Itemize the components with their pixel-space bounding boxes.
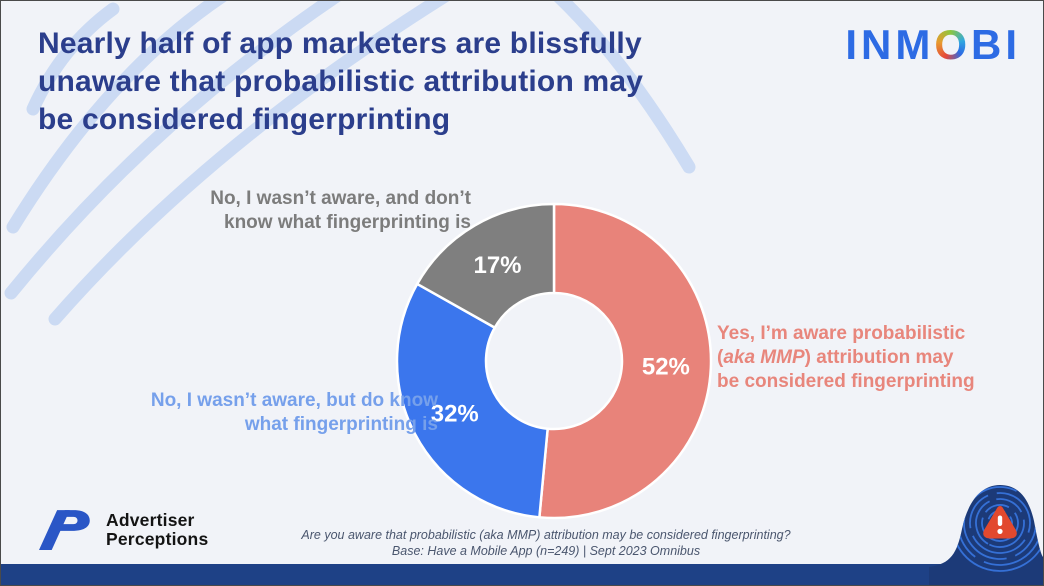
label-no-but-know: No, I wasn’t aware, but do know what fin…	[129, 389, 438, 436]
ap-name-line: Advertiser	[106, 509, 195, 530]
survey-question: Are you aware that probabilistic (aka MM…	[301, 528, 791, 542]
label-line: No, I wasn’t aware, but do know	[150, 390, 438, 411]
advertiser-perceptions-logo: Advertiser Perceptions	[39, 507, 208, 553]
title-line: be considered fingerprinting	[38, 103, 451, 136]
label-line: what fingerprinting is	[244, 413, 438, 435]
label-line: Yes, I’m aware probabilistic	[717, 323, 966, 344]
page-title: Nearly half of app marketers are blissfu…	[38, 25, 778, 139]
ap-logo-name: Advertiser Perceptions	[106, 509, 209, 550]
title-line: Nearly half of app marketers are blissfu…	[38, 27, 642, 60]
slice-value-no-but-know: 32%	[431, 400, 479, 427]
survey-base: Base: Have a Mobile App (n=249) | Sept 2…	[391, 543, 701, 558]
slice-value-no-dont-know: 17%	[473, 252, 521, 279]
label-line: be considered fingerprinting	[717, 371, 975, 392]
donut-chart: 52% 32% 17%	[395, 202, 713, 520]
donut-slice-yes-aware	[538, 202, 713, 520]
label-yes-aware: Yes, I’m aware probabilistic (aka MMP) a…	[717, 322, 1029, 394]
inmobi-logo-text: INM	[845, 21, 935, 68]
donut-slice-no-but-know	[395, 282, 549, 519]
inmobi-logo-text: BI	[971, 21, 1021, 68]
label-line: (aka MMP) attribution may	[717, 347, 954, 368]
ap-name-line: Perceptions	[106, 529, 209, 549]
ap-monogram-icon	[39, 510, 90, 550]
label-line: No, I wasn’t aware, and don’t	[210, 188, 471, 209]
title-line: unaware that probabilistic attribution m…	[38, 65, 644, 98]
donut-slice-no-dont-know	[415, 202, 556, 329]
slice-value-yes-aware: 52%	[642, 354, 690, 381]
label-line: know what fingerprinting is	[224, 211, 471, 233]
label-no-dont-know: No, I wasn’t aware, and don’t know what …	[171, 187, 471, 234]
bottom-bar	[1, 564, 1043, 585]
fingerprint-warning-icon	[929, 485, 1043, 585]
inmobi-logo-o: O	[934, 21, 971, 68]
inmobi-logo: INMOBI	[845, 21, 1021, 69]
footnote: Are you aware that probabilistic (aka MM…	[256, 528, 836, 559]
